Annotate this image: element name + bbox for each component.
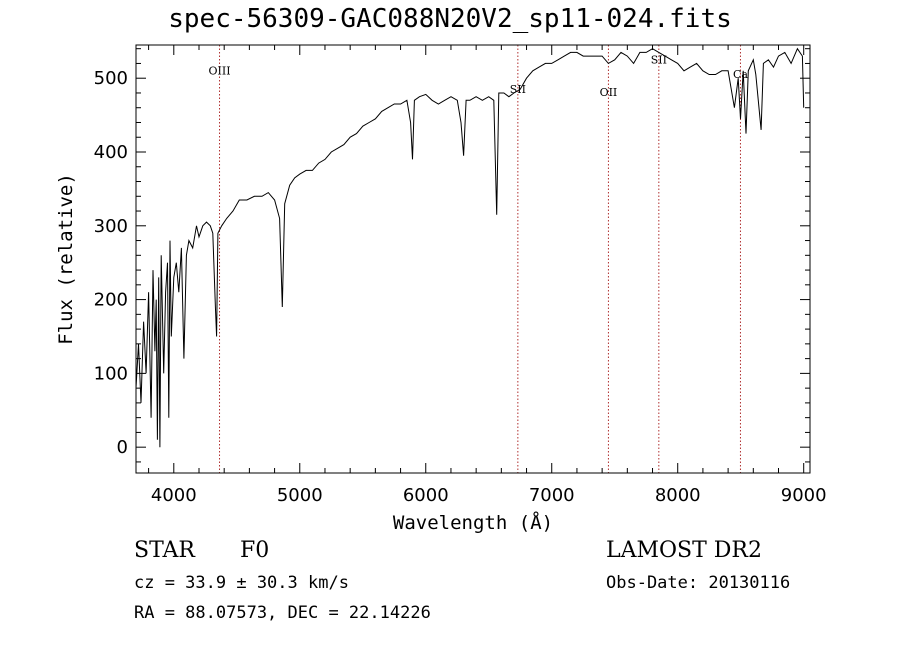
spectrum-line (135, 47, 805, 448)
x-tick-label: 9000 (781, 485, 827, 506)
y-tick-label: 400 (94, 142, 128, 163)
marker-lines (219, 45, 741, 473)
axis-ticks: 4000 5000 6000 7000 8000 9000 0 100 200 300 400 500 (94, 45, 827, 506)
x-axis-label: Wavelength (Å) (393, 511, 553, 534)
x-tick-label: 5000 (277, 485, 323, 506)
obs-date: Obs-Date: 20130116 (606, 573, 791, 593)
object-type: STAR (134, 538, 195, 563)
coordinates-text: RA = 88.07573, DEC = 22.14226 (134, 603, 431, 623)
y-axis-label: Flux (relative) (55, 173, 77, 345)
line-marker-label: SII (510, 83, 526, 96)
line-marker-label: Ca (733, 68, 748, 81)
chart-title: spec-56309-GAC088N20V2_sp11-024.fits (168, 4, 732, 34)
y-tick-label: 100 (94, 363, 128, 384)
y-tick-label: 300 (94, 216, 128, 237)
y-tick-label: 500 (94, 68, 128, 89)
line-marker-label: SII (651, 53, 667, 66)
x-tick-label: 6000 (403, 485, 449, 506)
x-tick-label: 7000 (529, 485, 575, 506)
plot-frame (135, 44, 811, 474)
marker-labels: OIII SII OII SII Ca (208, 53, 748, 98)
y-tick-label: 0 (117, 437, 128, 458)
x-tick-label: 8000 (655, 485, 701, 506)
object-subclass: F0 (240, 538, 270, 563)
y-tick-label: 200 (94, 290, 128, 311)
line-marker-label: OII (600, 86, 618, 99)
line-marker-label: OIII (208, 65, 230, 78)
survey-name: LAMOST DR2 (606, 538, 762, 563)
redshift-text: cz = 33.9 ± 30.3 km/s (134, 573, 349, 593)
x-tick-label: 4000 (151, 485, 197, 506)
